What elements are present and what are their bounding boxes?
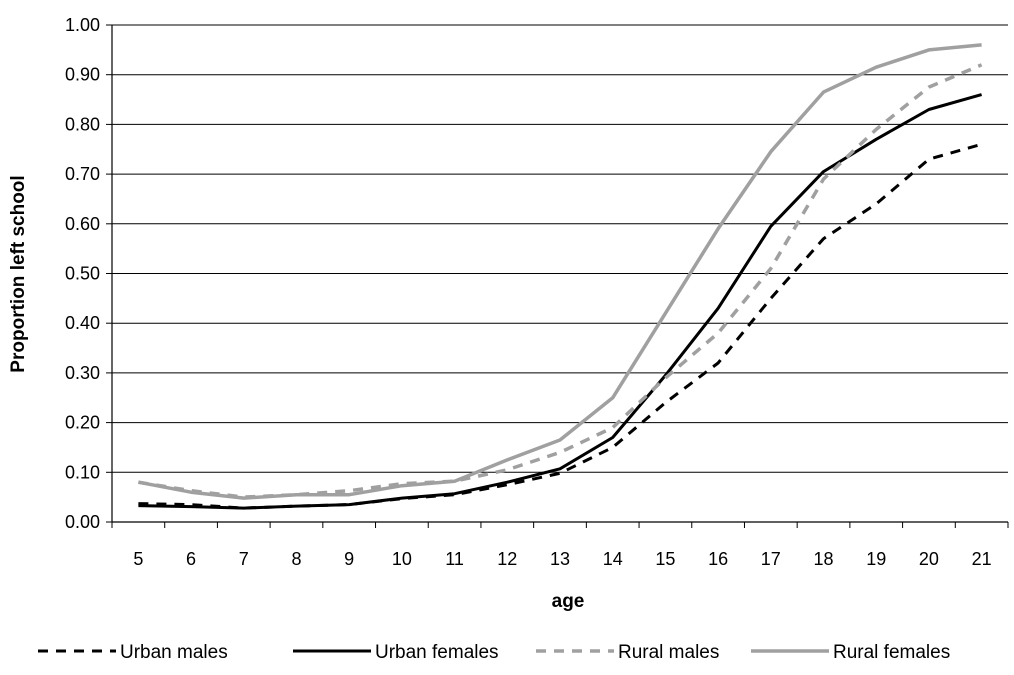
y-tick-label: 0.10 [65,462,100,482]
legend-label-urban-males: Urban males [120,642,228,663]
series-line-urban-females [138,93,983,510]
legend-label-rural-males: Rural males [618,642,719,663]
y-tick-label: 0.80 [65,114,100,134]
y-tick-label: 0.20 [65,413,100,433]
y-tick-label: 0.40 [65,313,100,333]
series-lines [138,43,983,510]
y-tick-label: 1.00 [65,15,100,35]
x-tick-label: 17 [761,549,781,569]
x-tick-label: 9 [344,549,354,569]
x-tick-label: 6 [186,549,196,569]
x-tick-label: 21 [972,549,992,569]
x-tick-label: 13 [550,549,570,569]
x-tick-label: 10 [392,549,412,569]
y-tick-label: 0.70 [65,164,100,184]
x-tick-label: 20 [919,549,939,569]
x-tick-label: 12 [497,549,517,569]
legend: Urban males Urban females Rural males Rural… [38,642,950,663]
x-tick-label: 8 [291,549,301,569]
x-tick-label: 18 [814,549,834,569]
y-tick-label: 0.90 [65,65,100,85]
y-tick-label: 0.30 [65,363,100,383]
x-tick-label: 11 [445,549,464,569]
legend-label-rural-females: Rural females [833,642,950,663]
y-axis-title: Proportion left school [8,175,29,372]
x-tick-label: 16 [708,549,728,569]
x-tick-label: 5 [133,549,143,569]
y-tick-labels: 0.00 0.10 0.20 0.30 0.40 0.50 0.60 0.70 0.80 0.90… [65,15,112,532]
grid-lines [112,24,1008,473]
x-tick-label: 15 [655,549,675,569]
y-tick-label: 0.50 [65,264,100,284]
x-tick-label: 14 [603,549,623,569]
legend-label-urban-females: Urban females [375,642,499,663]
series-line-rural-females [138,43,982,500]
x-tick-label: 7 [239,549,249,569]
series-line-rural-males [138,63,983,499]
x-tick-labels: 5 6 7 8 9 10 11 12 13 14 15 16 17 18 19 20 21 [111,522,1009,569]
x-tick-label: 19 [866,549,886,569]
series-line-urban-males [138,142,983,510]
y-tick-label: 0.60 [65,214,100,234]
y-tick-label: 0.00 [65,512,100,532]
x-axis-title: age [552,591,585,612]
